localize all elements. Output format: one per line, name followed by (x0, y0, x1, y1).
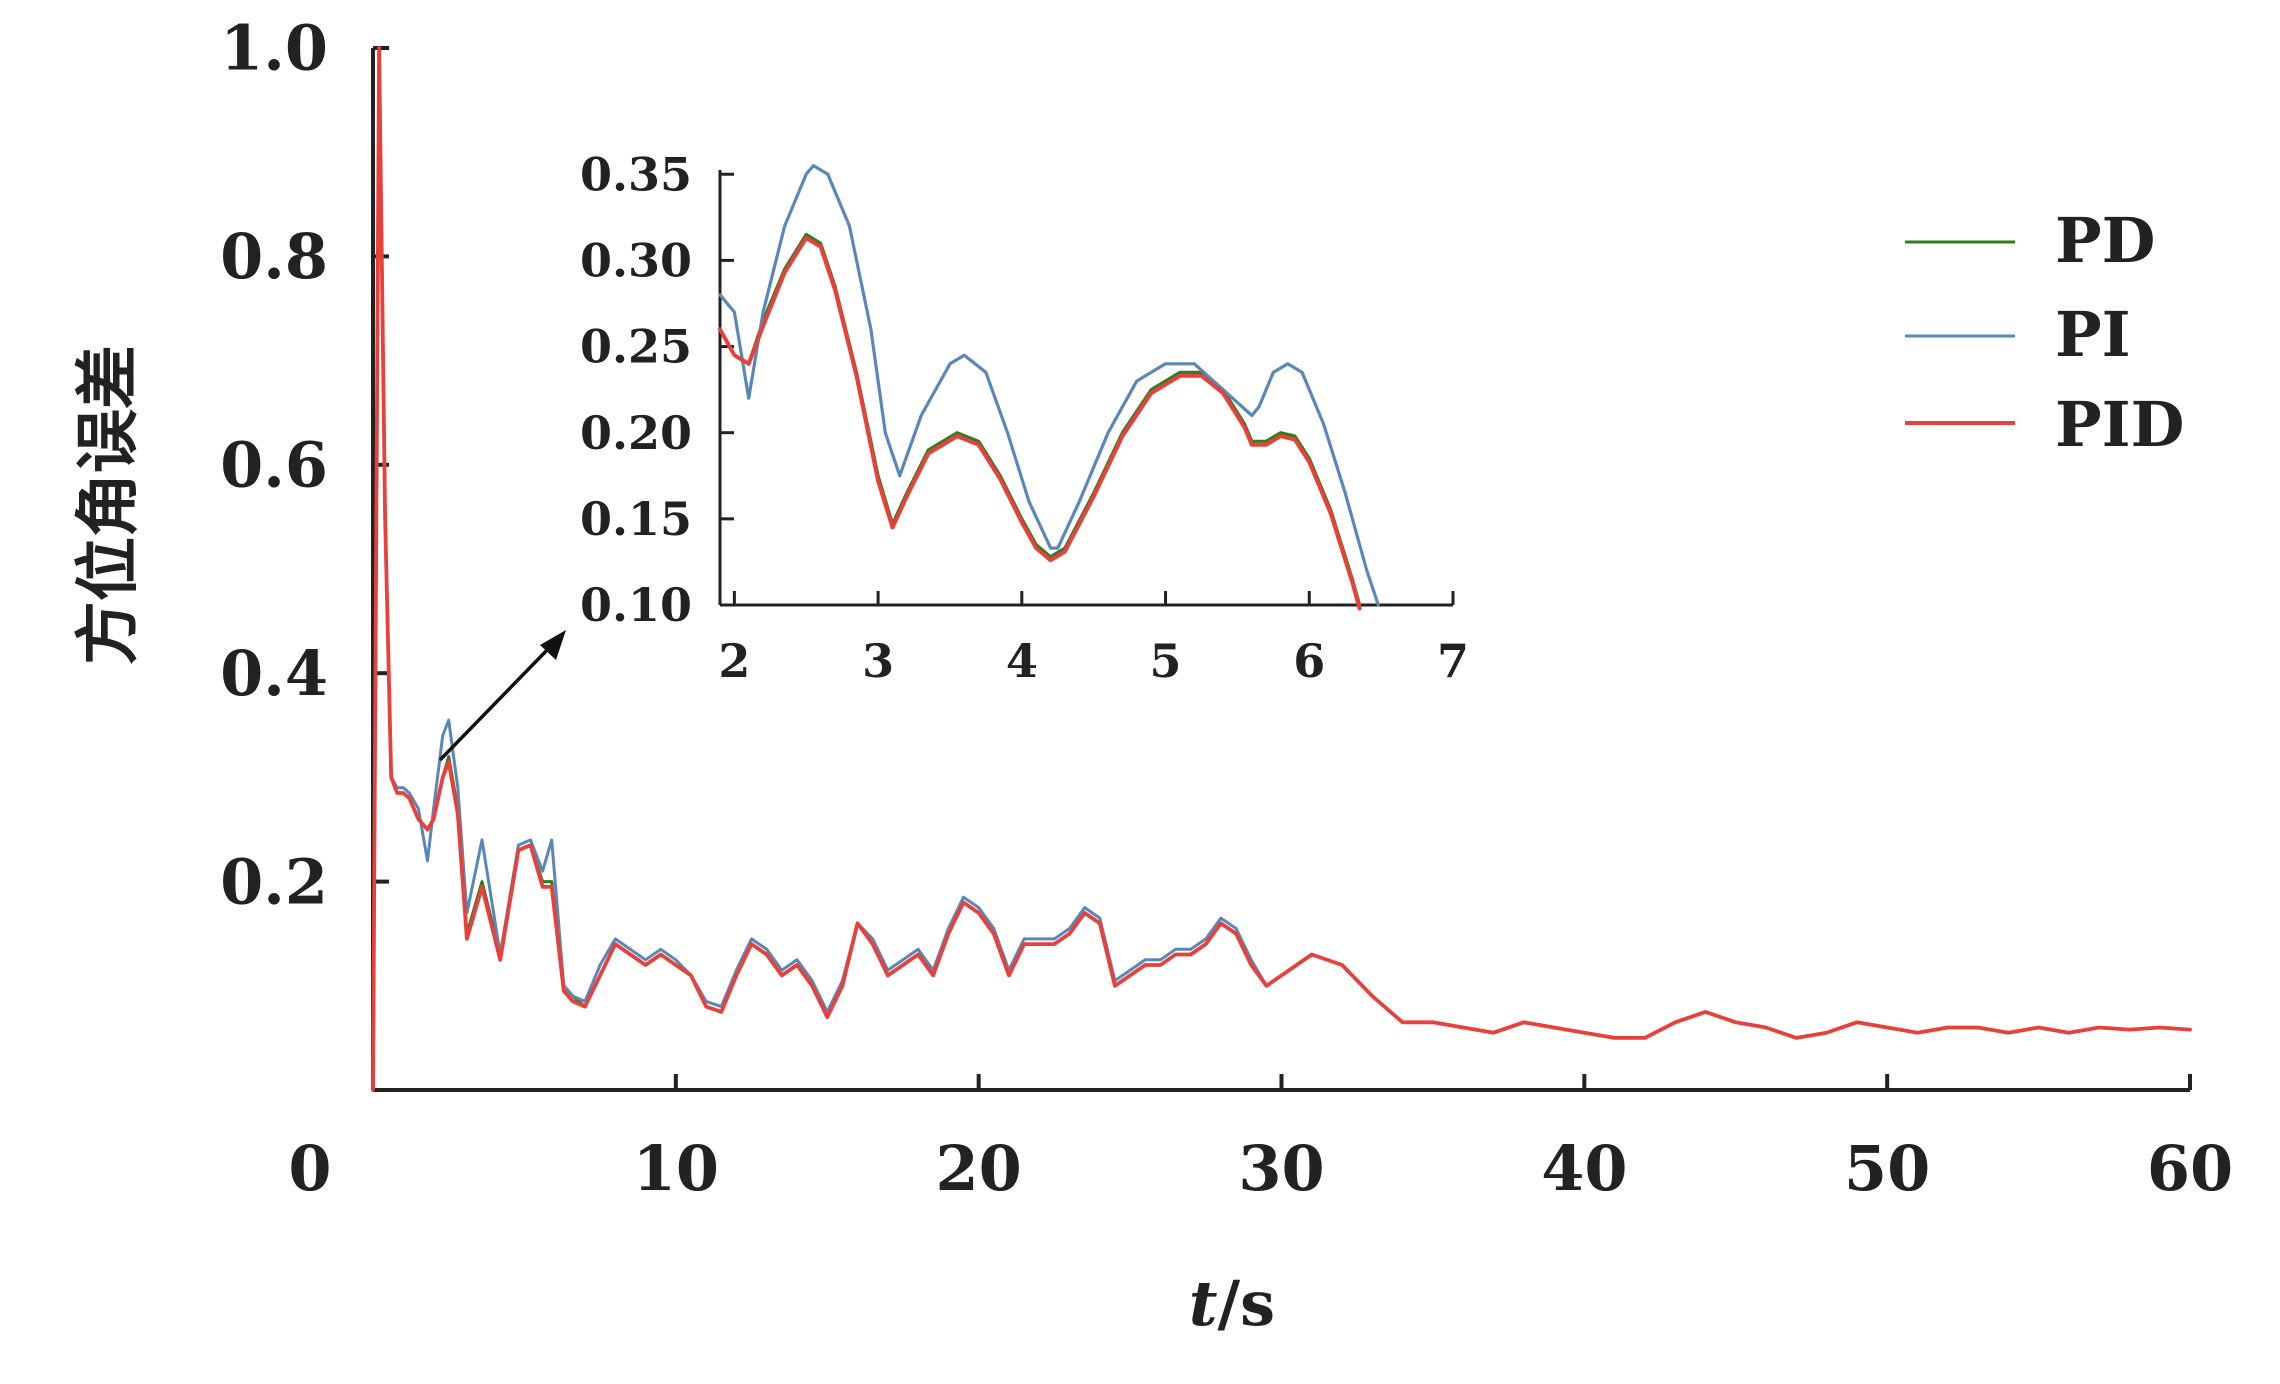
zoom-arrow (438, 630, 566, 762)
legend-label-pi: PI (2055, 298, 2131, 371)
inset-x-ticks: 2 3 4 5 6 7 (718, 591, 1469, 688)
main-y-ticks: 0.2 0.4 0.6 0.8 1.0 (220, 12, 389, 918)
main-y-tick-label: 0.4 (220, 637, 328, 710)
legend: PD PI PID (1905, 204, 2184, 461)
inset-series-lines (718, 164, 1380, 611)
inset-x-tick-label: 7 (1437, 634, 1469, 688)
main-y-tick-label: 0.8 (220, 220, 328, 293)
main-x-tick-label: 30 (1238, 1132, 1324, 1205)
main-y-tick-label: 0.2 (220, 845, 328, 918)
main-x-tick-label: 0 (288, 1132, 331, 1205)
inset-x-tick-label: 5 (1150, 634, 1182, 688)
main-y-tick-label: 1.0 (220, 12, 328, 85)
legend-item-pd: PD (1905, 204, 2155, 277)
main-x-tick-label: 50 (1844, 1132, 1930, 1205)
main-x-axis-label: t/s (1189, 1267, 1275, 1340)
inset-x-tick-label: 2 (718, 634, 750, 688)
main-plot: 0 10 20 30 40 50 60 0.2 0.4 0.6 0.8 1.0 方位角误差 t/s (71, 12, 2233, 1340)
series-line-pi (718, 164, 1380, 607)
inset-y-ticks: 0.10 0.15 0.20 0.25 0.30 0.35 (580, 147, 734, 632)
main-series-lines (371, 46, 2192, 1092)
inset-y-tick-label: 0.20 (580, 406, 692, 460)
main-x-tick-label: 60 (2147, 1132, 2233, 1205)
main-x-tick-label: 10 (633, 1132, 719, 1205)
legend-item-pid: PID (1905, 388, 2184, 461)
legend-item-pi: PI (1905, 298, 2131, 371)
inset-y-tick-label: 0.15 (580, 492, 692, 546)
x-axis-label-variable: t (1189, 1267, 1218, 1340)
inset-y-tick-label: 0.10 (580, 578, 692, 632)
main-x-ticks: 0 10 20 30 40 50 60 (288, 1074, 2233, 1205)
inset-x-tick-label: 3 (862, 634, 894, 688)
inset-y-tick-label: 0.35 (580, 147, 692, 201)
main-x-tick-label: 40 (1541, 1132, 1627, 1205)
inset-y-tick-label: 0.25 (580, 320, 692, 374)
x-axis-label-unit: /s (1218, 1267, 1276, 1340)
main-y-tick-label: 0.6 (220, 429, 328, 502)
inset-plot: 2 3 4 5 6 7 0.10 0.15 0.20 0.25 0.30 0.35 (580, 147, 1469, 688)
inset-y-tick-label: 0.30 (580, 233, 692, 287)
series-line-pid (371, 46, 2192, 1092)
legend-label-pd: PD (2055, 204, 2155, 277)
main-x-tick-label: 20 (936, 1132, 1022, 1205)
legend-label-pid: PID (2055, 388, 2184, 461)
inset-x-tick-label: 4 (1006, 634, 1038, 688)
main-y-axis-label: 方位角误差 (71, 345, 146, 665)
arrow-head-icon (540, 630, 566, 660)
series-line-pid (718, 236, 1362, 611)
inset-x-tick-label: 6 (1293, 634, 1325, 688)
